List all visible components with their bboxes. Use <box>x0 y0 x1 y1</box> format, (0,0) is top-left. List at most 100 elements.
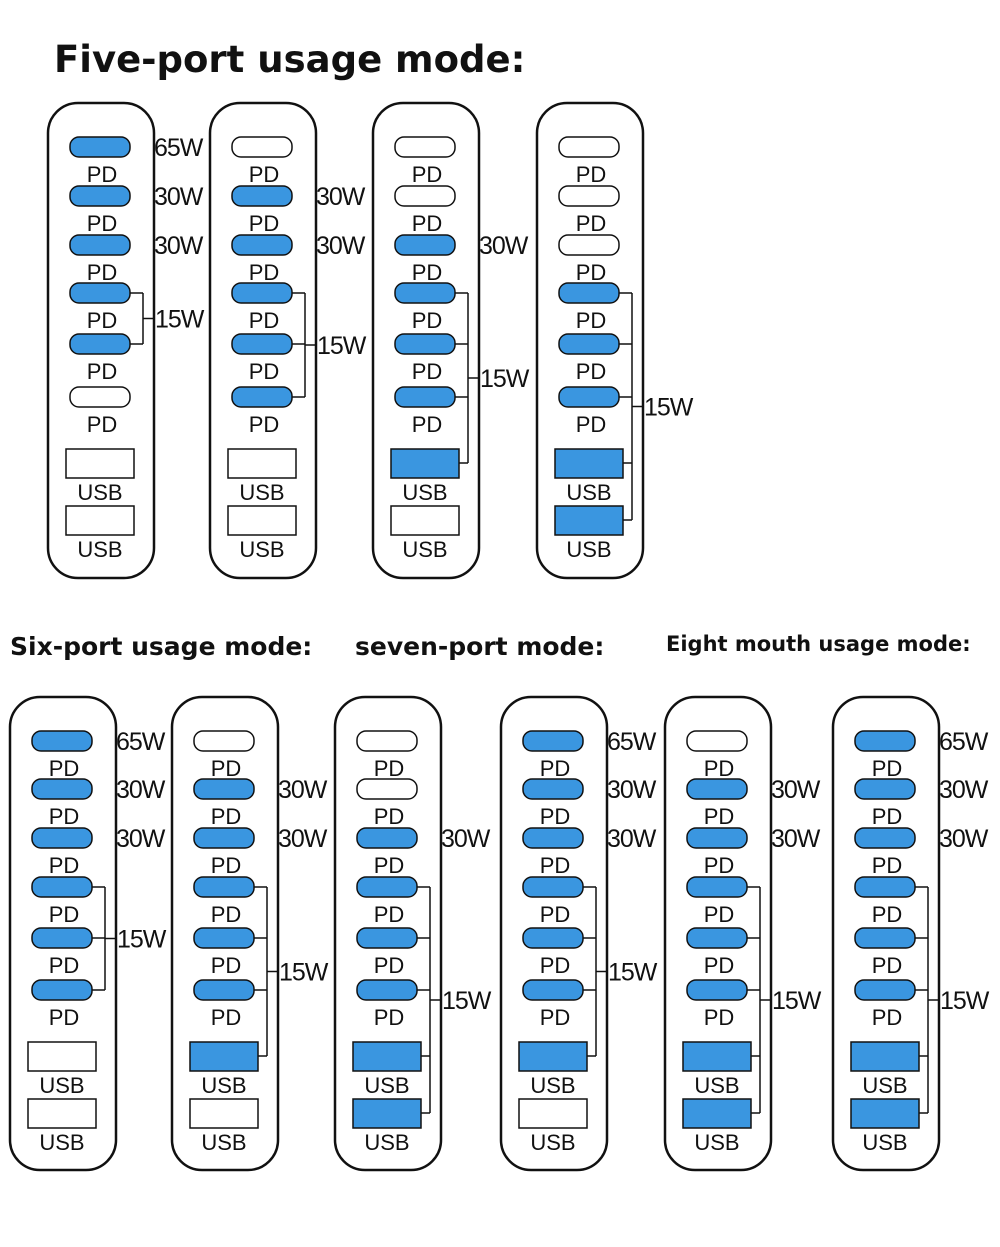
pd-port <box>193 827 255 849</box>
pd-label: PD <box>704 756 735 781</box>
pd-port <box>193 927 255 949</box>
pd-label: PD <box>540 1005 571 1030</box>
pd-label: PD <box>211 756 242 781</box>
pd-port <box>69 136 131 158</box>
power-label: 30W <box>154 232 204 260</box>
pd-label: PD <box>412 162 443 187</box>
pd-port <box>31 927 93 949</box>
usb-port <box>682 1098 752 1129</box>
pd-label: PD <box>540 804 571 829</box>
pd-label: PD <box>412 308 443 333</box>
pd-label: PD <box>704 804 735 829</box>
usb-port <box>682 1041 752 1072</box>
pd-label: PD <box>412 412 443 437</box>
pd-label: PD <box>872 902 903 927</box>
shared-power-label: 15W <box>317 332 367 360</box>
usb-port <box>850 1041 920 1072</box>
power-label: 30W <box>939 776 989 804</box>
pd-port <box>394 136 456 158</box>
pd-port <box>854 927 916 949</box>
shared-power-label: 15W <box>117 926 167 954</box>
usb-label: USB <box>694 1073 739 1098</box>
pd-port <box>686 778 748 800</box>
pd-port <box>69 282 131 304</box>
usb-port <box>518 1098 588 1129</box>
device-4: PD PD PD PD PD PD USB USB 15W <box>535 101 695 580</box>
shared-power-label: 15W <box>608 959 658 987</box>
pd-label: PD <box>211 902 242 927</box>
power-label: 30W <box>316 232 366 260</box>
usb-label: USB <box>862 1130 907 1155</box>
pd-port <box>356 730 418 752</box>
power-label: 30W <box>154 183 204 211</box>
usb-label: USB <box>239 537 284 562</box>
pd-label: PD <box>704 953 735 978</box>
pd-port <box>356 827 418 849</box>
device-2: PD PD PD PD PD PD USB USB 30W 30W 15W <box>208 101 368 580</box>
pd-label: PD <box>374 804 405 829</box>
pd-label: PD <box>249 260 280 285</box>
device-7: PD PD PD PD PD PD USB USB 30W 15W <box>333 695 493 1172</box>
usb-label: USB <box>566 537 611 562</box>
pd-label: PD <box>211 953 242 978</box>
power-label: 30W <box>278 825 328 853</box>
pd-port <box>522 927 584 949</box>
pd-port <box>193 778 255 800</box>
pd-label: PD <box>49 902 80 927</box>
pd-port <box>522 979 584 1001</box>
usb-label: USB <box>201 1073 246 1098</box>
pd-port <box>231 386 293 408</box>
pd-label: PD <box>374 1005 405 1030</box>
pd-label: PD <box>872 853 903 878</box>
usb-label: USB <box>39 1130 84 1155</box>
pd-label: PD <box>374 756 405 781</box>
pd-port <box>356 979 418 1001</box>
pd-port <box>69 386 131 408</box>
usb-port <box>227 505 297 536</box>
pd-port <box>558 333 620 355</box>
pd-label: PD <box>87 260 118 285</box>
six-port-heading: Six-port usage mode: <box>10 632 313 661</box>
pd-label: PD <box>87 359 118 384</box>
device-10: PD PD PD PD PD PD USB USB 65W 30W 30W 15W <box>831 695 991 1172</box>
pd-label: PD <box>87 412 118 437</box>
usb-label: USB <box>530 1073 575 1098</box>
eight-port-heading: Eight mouth usage mode: <box>666 632 971 656</box>
usb-port <box>352 1098 422 1129</box>
pd-port <box>686 979 748 1001</box>
power-label: 65W <box>607 728 657 756</box>
pd-label: PD <box>540 853 571 878</box>
device-9: PD PD PD PD PD PD USB USB 30W 30W 15W <box>663 695 823 1172</box>
pd-label: PD <box>576 308 607 333</box>
pd-label: PD <box>211 804 242 829</box>
pd-port <box>686 827 748 849</box>
pd-port <box>558 136 620 158</box>
pd-port <box>31 778 93 800</box>
power-label: 30W <box>607 776 657 804</box>
pd-label: PD <box>374 853 405 878</box>
power-label: 30W <box>278 776 328 804</box>
usb-port <box>27 1041 97 1072</box>
pd-port <box>522 876 584 898</box>
shared-power-label: 15W <box>155 306 205 334</box>
usb-label: USB <box>402 537 447 562</box>
power-label: 30W <box>316 183 366 211</box>
pd-port <box>69 234 131 256</box>
pd-port <box>69 333 131 355</box>
usb-port <box>227 448 297 479</box>
pd-port <box>231 234 293 256</box>
pd-label: PD <box>374 953 405 978</box>
pd-port <box>356 778 418 800</box>
usb-port <box>189 1098 259 1129</box>
pd-port <box>394 333 456 355</box>
pd-port <box>686 927 748 949</box>
pd-port <box>854 876 916 898</box>
pd-label: PD <box>249 412 280 437</box>
pd-port <box>854 979 916 1001</box>
pd-port <box>522 778 584 800</box>
pd-label: PD <box>704 853 735 878</box>
pd-port <box>394 185 456 207</box>
usb-label: USB <box>364 1130 409 1155</box>
pd-label: PD <box>249 211 280 236</box>
